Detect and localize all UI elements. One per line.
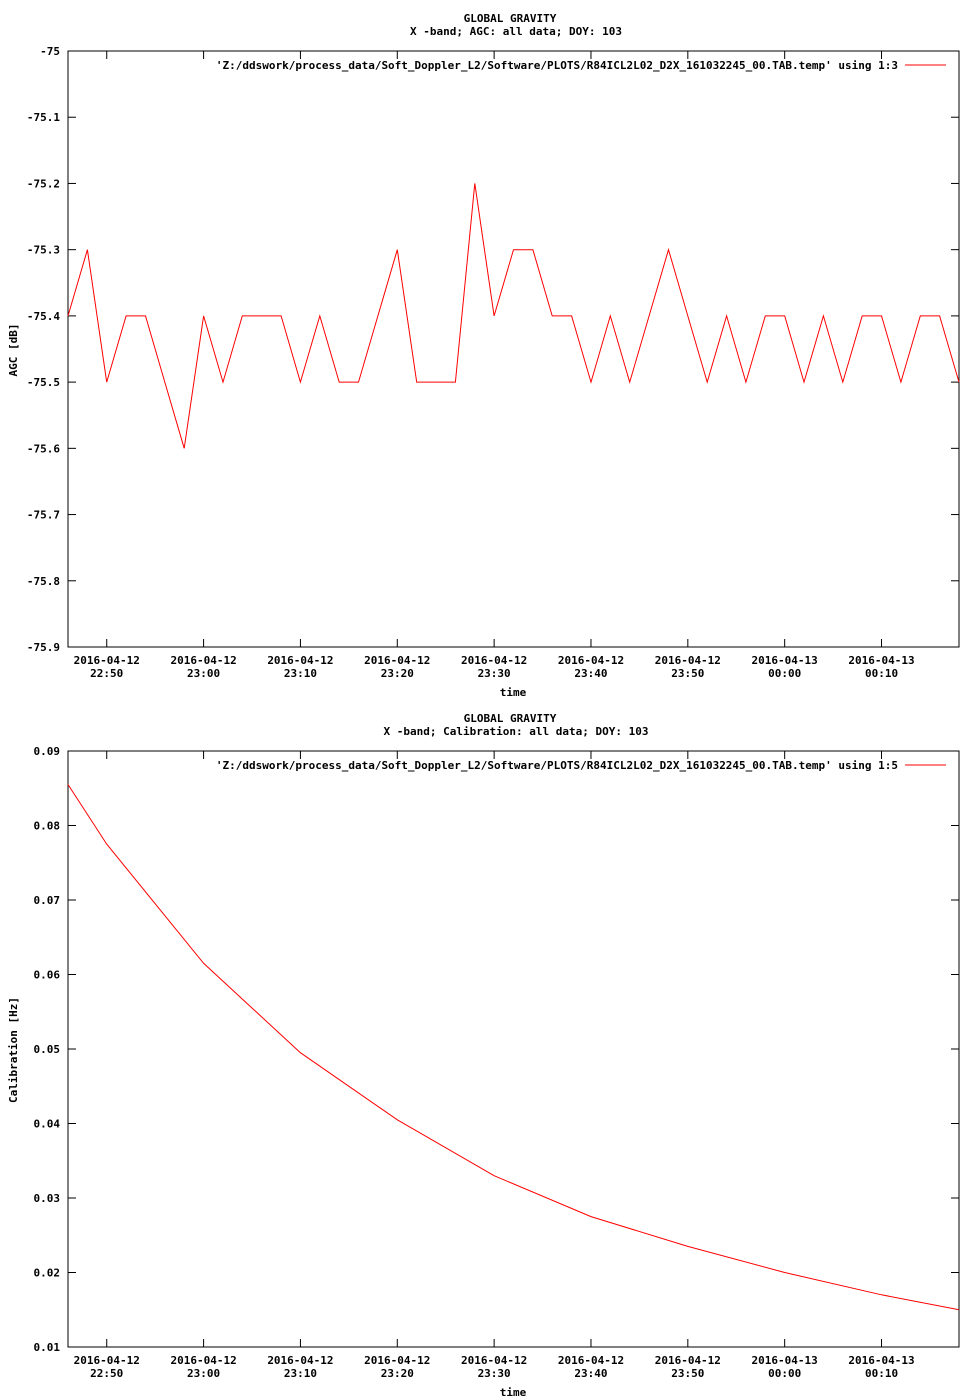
calibration-y-tick-label: 0.03 (34, 1192, 61, 1205)
calibration-y-ticks: 0.09 0.08 0.07 0.06 0.05 0.04 0.03 0.02 0.01 (34, 745, 959, 1354)
calibration-x-tick-time: 22:50 (90, 1367, 123, 1380)
agc-y-axis-label: AGC [dB] (7, 324, 20, 377)
agc-y-tick-label: -75.8 (27, 575, 60, 588)
agc-x-tick-date: 2016-04-12 (558, 654, 624, 667)
calibration-x-tick-date: 2016-04-12 (74, 1354, 140, 1367)
calibration-x-tick-date: 2016-04-12 (170, 1354, 236, 1367)
agc-y-tick-label: -75.2 (27, 177, 60, 190)
calibration-chart-subtitle: X -band; Calibration: all data; DOY: 103 (384, 725, 649, 738)
agc-x-tick-date: 2016-04-13 (848, 654, 914, 667)
calibration-plot-frame (67, 750, 960, 1348)
agc-chart: GLOBAL GRAVITY X -band; AGC: all data; D… (7, 12, 960, 699)
agc-x-tick-time: 23:10 (284, 667, 317, 680)
calibration-y-axis-label: Calibration [Hz] (7, 997, 20, 1103)
calibration-x-tick-time: 23:50 (671, 1367, 704, 1380)
agc-x-tick-date: 2016-04-12 (74, 654, 140, 667)
calibration-x-tick-date: 2016-04-12 (267, 1354, 333, 1367)
calibration-y-tick-label: 0.08 (34, 820, 61, 833)
agc-x-tick-time: 23:40 (574, 667, 607, 680)
calibration-y-tick-label: 0.05 (34, 1043, 61, 1056)
calibration-x-tick-date: 2016-04-12 (655, 1354, 721, 1367)
calibration-x-tick-date: 2016-04-12 (461, 1354, 527, 1367)
agc-y-tick-label: -75.3 (27, 244, 60, 257)
calibration-x-tick-time: 23:40 (574, 1367, 607, 1380)
calibration-y-tick-label: 0.04 (34, 1118, 61, 1131)
calibration-x-tick-time: 00:10 (865, 1367, 898, 1380)
calibration-x-tick-time: 00:00 (768, 1367, 801, 1380)
agc-y-tick-label: -75.1 (27, 111, 60, 124)
agc-x-tick-date: 2016-04-12 (364, 654, 430, 667)
calibration-chart: GLOBAL GRAVITY X -band; Calibration: all… (7, 712, 960, 1399)
calibration-y-tick-label: 0.02 (34, 1267, 61, 1280)
calibration-y-tick-label: 0.01 (34, 1341, 61, 1354)
agc-x-ticks: 2016-04-1222:502016-04-1223:002016-04-12… (74, 51, 915, 680)
agc-y-tick-label: -75.4 (27, 310, 60, 323)
agc-y-tick-label: -75 (40, 45, 60, 58)
agc-plot-frame (67, 50, 960, 648)
calibration-x-tick-date: 2016-04-13 (848, 1354, 914, 1367)
calibration-x-tick-date: 2016-04-13 (752, 1354, 818, 1367)
calibration-y-tick-label: 0.09 (34, 745, 61, 758)
agc-x-axis-label: time (500, 686, 527, 699)
agc-x-tick-date: 2016-04-12 (655, 654, 721, 667)
agc-x-tick-date: 2016-04-13 (752, 654, 818, 667)
agc-y-tick-label: -75.7 (27, 509, 60, 522)
agc-x-tick-date: 2016-04-12 (267, 654, 333, 667)
calibration-y-tick-label: 0.07 (34, 894, 61, 907)
agc-x-tick-time: 23:20 (381, 667, 414, 680)
agc-y-tick-label: -75.6 (27, 442, 60, 455)
agc-x-tick-date: 2016-04-12 (461, 654, 527, 667)
calibration-x-tick-time: 23:30 (478, 1367, 511, 1380)
agc-y-tick-label: -75.9 (27, 641, 60, 654)
agc-series-line (67, 183, 960, 449)
calibration-x-axis-label: time (500, 1386, 527, 1399)
calibration-x-ticks: 2016-04-1222:502016-04-1223:002016-04-12… (74, 751, 915, 1380)
calibration-x-tick-time: 23:20 (381, 1367, 414, 1380)
calibration-y-tick-label: 0.06 (34, 969, 61, 982)
calibration-x-tick-time: 23:00 (187, 1367, 220, 1380)
agc-chart-title: GLOBAL GRAVITY (464, 12, 557, 25)
agc-x-tick-time: 23:00 (187, 667, 220, 680)
agc-chart-subtitle: X -band; AGC: all data; DOY: 103 (410, 25, 622, 38)
agc-y-ticks: -75 -75.1 -75.2 -75.3 -75.4 -75.5 -75.6 -75.7 -7… (27, 45, 959, 654)
agc-x-tick-time: 00:10 (865, 667, 898, 680)
agc-legend-label: 'Z:/ddswork/process_data/Soft_Doppler_L2… (216, 59, 898, 72)
agc-x-tick-time: 22:50 (90, 667, 123, 680)
agc-y-tick-label: -75.5 (27, 376, 60, 389)
calibration-x-tick-date: 2016-04-12 (364, 1354, 430, 1367)
calibration-x-tick-date: 2016-04-12 (558, 1354, 624, 1367)
calibration-chart-title: GLOBAL GRAVITY (464, 712, 557, 725)
agc-x-tick-time: 23:30 (478, 667, 511, 680)
agc-x-tick-date: 2016-04-12 (170, 654, 236, 667)
calibration-x-tick-time: 23:10 (284, 1367, 317, 1380)
agc-x-tick-time: 00:00 (768, 667, 801, 680)
agc-x-tick-time: 23:50 (671, 667, 704, 680)
calibration-legend-label: 'Z:/ddswork/process_data/Soft_Doppler_L2… (216, 759, 898, 772)
calibration-series-line (67, 784, 960, 1311)
